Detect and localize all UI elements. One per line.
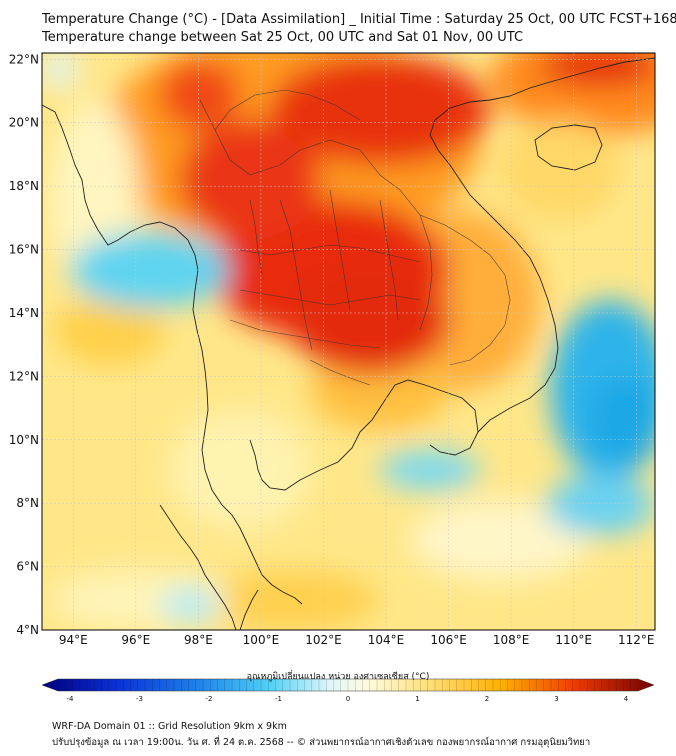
colorbar-tick-label: -3 [136,695,143,703]
lon-label: 102°E [305,633,342,647]
map-title-line2: Temperature change between Sat 25 Oct, 0… [42,30,524,45]
footer-update-info: ปรับปรุงข้อมูล ณ เวลา 19:00น. วัน ศ. ที่… [52,737,591,748]
lat-label: 4°N [16,623,39,637]
map-frame [41,52,656,631]
graticule [42,53,655,630]
colorbar-tick-label: -4 [67,695,75,703]
coastlines [42,57,655,630]
lat-label: 12°N [9,369,39,383]
temperature-field [42,53,655,630]
lat-label: 6°N [16,560,39,574]
lon-label: 94°E [59,633,88,647]
lat-label: 16°N [9,243,39,257]
colorbar-tick-label: 1 [415,695,419,703]
lon-label: 106°E [430,633,467,647]
lat-label: 8°N [16,496,39,510]
colorbar-tick-label: -1 [275,695,282,703]
map-title-line1: Temperature Change (°C) - [Data Assimila… [42,12,676,27]
colorbar-tick-label: -2 [206,695,213,703]
longitude-labels: 94°E 96°E 98°E 100°E 102°E 104°E 106°E 108°E 110… [59,633,655,647]
colorbar-tick-label: 0 [346,695,350,703]
lon-label: 100°E [243,633,280,647]
lat-label: 22°N [9,52,39,66]
colorbar-label: อุณหภูมิเปลี่ยนแปลง หน่วย องศาเซลเซียส (… [246,672,430,682]
admin-boundaries [199,89,511,386]
colorbar-tick-label: 3 [554,695,558,703]
colorbar-tick-label: 2 [485,695,489,703]
colorbar-body [41,678,655,692]
footer-model-info: WRF-DA Domain 01 :: Grid Resolution 9km … [52,721,287,732]
lon-label: 110°E [555,633,592,647]
lon-label: 108°E [493,633,530,647]
lon-label: 96°E [121,633,150,647]
colorbar: -4 -3 -2 -1 0 1 2 3 4 [41,678,655,703]
colorbar-tick-label: 4 [624,695,629,703]
colorbar-ticks: -4 -3 -2 -1 0 1 2 3 4 [67,695,629,703]
lat-label: 18°N [9,179,39,193]
lat-label: 10°N [9,433,39,447]
lat-label: 14°N [9,306,39,320]
lon-label: 104°E [368,633,405,647]
lat-label: 20°N [9,116,39,130]
lon-label: 112°E [618,633,655,647]
lon-label: 98°E [184,633,213,647]
colorbar-segments [65,679,631,691]
latitude-labels: 22°N 20°N 18°N 16°N 14°N 12°N 10°N 8°N 6°N 4°N [9,52,39,637]
